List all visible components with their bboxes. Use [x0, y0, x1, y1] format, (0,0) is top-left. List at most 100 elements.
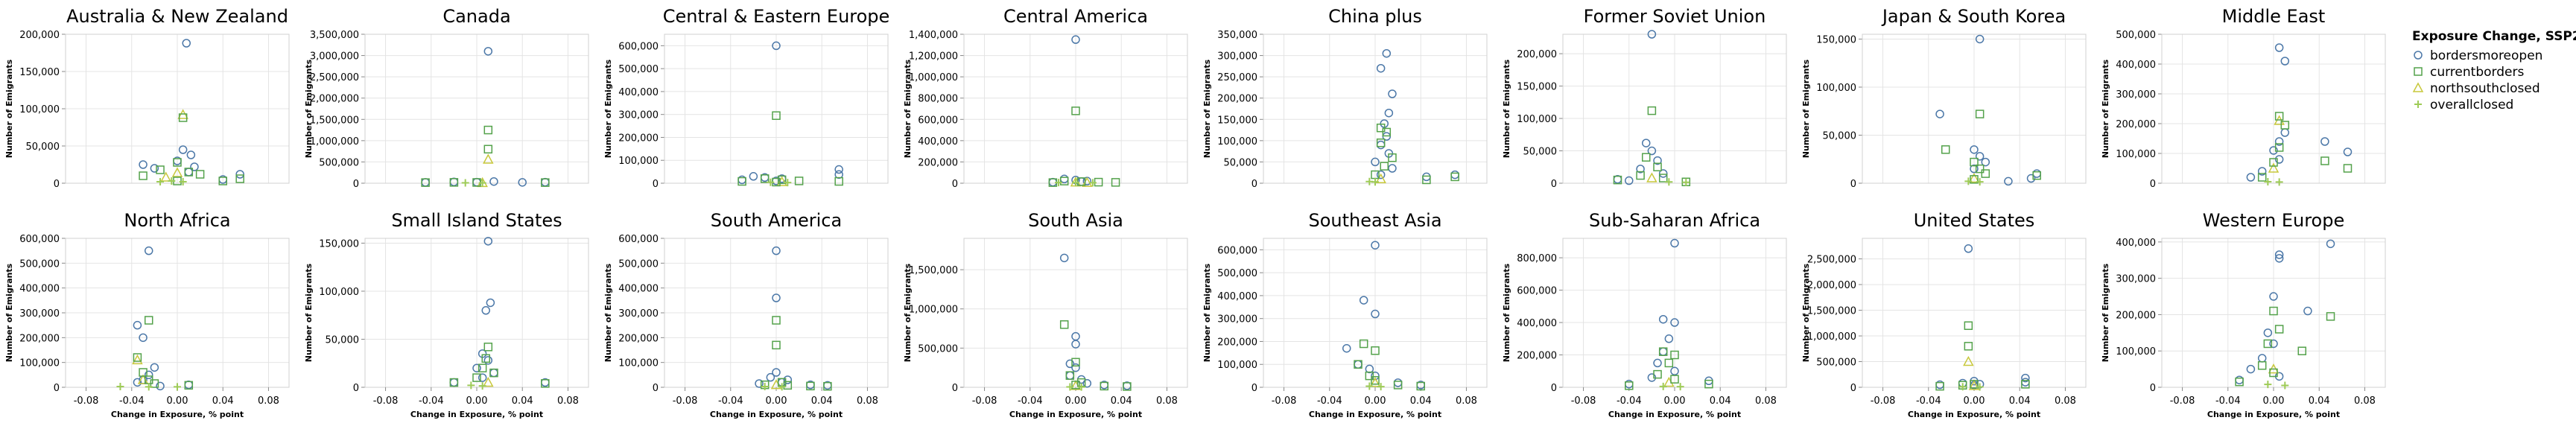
- point-currentborders: [794, 177, 804, 185]
- point-currentborders: [489, 368, 498, 378]
- point-bordersmoreopen: [2269, 292, 2278, 301]
- point-overallclosed: [1088, 179, 1097, 187]
- point-bordersmoreopen: [2257, 354, 2267, 363]
- point-bordersmoreopen: [150, 363, 159, 372]
- panel-small-island-states: Small Island States 0 50,000 100,000 150,000…: [304, 210, 589, 419]
- point-currentborders: [1111, 178, 1120, 187]
- point-bordersmoreopen: [772, 246, 781, 255]
- point-overallclosed: [116, 383, 124, 390]
- point-bordersmoreopen: [1975, 152, 1985, 161]
- y-tick-label: 250,000: [1217, 72, 1257, 83]
- point-northsouthclosed: [160, 171, 171, 182]
- point-bordersmoreopen: [2274, 250, 2284, 259]
- point-bordersmoreopen: [1636, 165, 1645, 174]
- y-tick-label: 2,500,000: [310, 72, 359, 83]
- panel-japan-south-korea: Japan & South Korea 0 50,000 100,000 150,000…: [1801, 6, 2087, 190]
- point-bordersmoreopen: [518, 178, 527, 187]
- point-currentborders: [1658, 174, 1668, 182]
- y-tick-label: 200,000: [1517, 351, 1557, 362]
- point-overallclosed: [1077, 383, 1085, 391]
- panel-title: Central America: [1003, 6, 1148, 27]
- point-bordersmoreopen: [2269, 339, 2278, 349]
- point-currentborders: [1970, 157, 1979, 167]
- y-axis-label: Number of Emigrants: [1801, 59, 1811, 158]
- point-bordersmoreopen: [766, 372, 775, 382]
- legend-marker-currentborders: [2414, 67, 2423, 76]
- point-bordersmoreopen: [2026, 174, 2036, 183]
- point-overallclosed: [145, 383, 153, 391]
- panel-sub-saharan-africa: Sub-Saharan Africa 0 200,000 400,000 600,000…: [1502, 210, 1787, 419]
- point-currentborders: [2274, 143, 2284, 152]
- point-currentborders: [1653, 369, 1662, 379]
- y-tick-label: 0: [2150, 179, 2156, 190]
- point-currentborders: [2032, 171, 2041, 180]
- y-tick-label: 800,000: [1517, 253, 1557, 264]
- point-bordersmoreopen: [1422, 172, 1431, 182]
- point-currentborders: [1641, 153, 1651, 162]
- point-currentborders: [737, 177, 746, 186]
- point-currentborders: [772, 111, 781, 120]
- point-currentborders: [1376, 138, 1386, 147]
- y-tick-label: 400,000: [618, 87, 659, 98]
- y-tick-label: 0: [353, 383, 359, 394]
- point-overallclosed: [1976, 178, 1984, 186]
- point-bordersmoreopen: [2246, 173, 2256, 182]
- point-bordersmoreopen: [2274, 43, 2284, 52]
- y-tick-label: 50,000: [326, 334, 360, 346]
- y-tick-label: 300,000: [1217, 314, 1257, 325]
- y-tick-label: 0: [1551, 383, 1557, 394]
- y-tick-label: 200,000: [1517, 49, 1557, 60]
- panel-central-eastern-europe: Central & Eastern Europe 0 100,000 200,000 3…: [603, 6, 889, 190]
- y-tick-label: 0: [1251, 179, 1257, 190]
- point-northsouthclosed: [1968, 172, 1980, 183]
- x-tick-label: -0.08: [1272, 395, 1297, 407]
- point-overallclosed: [784, 179, 792, 187]
- y-tick-label: 150,000: [19, 67, 60, 78]
- y-tick-label: 3,500,000: [310, 30, 359, 41]
- point-bordersmoreopen: [1670, 366, 1679, 376]
- y-axis-label: Number of Emigrants: [4, 263, 14, 362]
- x-tick-label: 0.00: [1365, 395, 1386, 407]
- y-tick-label: 400,000: [1517, 318, 1557, 329]
- x-tick-label: 0.08: [1156, 395, 1178, 407]
- point-currentborders: [1658, 347, 1668, 356]
- point-currentborders: [834, 177, 843, 186]
- point-overallclosed: [461, 179, 469, 187]
- point-bordersmoreopen: [772, 368, 781, 377]
- x-tick-label: 0.04: [2009, 395, 2031, 407]
- point-overallclosed: [778, 383, 786, 391]
- point-overallclosed: [2281, 381, 2289, 390]
- point-currentborders: [1647, 106, 1657, 115]
- point-currentborders: [1704, 379, 1713, 389]
- legend-marker-bordersmoreopen: [2414, 51, 2423, 60]
- point-currentborders: [1371, 346, 1380, 355]
- panel-title: Australia & New Zealand: [66, 6, 288, 27]
- point-currentborders: [195, 170, 205, 179]
- y-tick-label: 500,000: [1217, 268, 1257, 279]
- panel-title: Western Europe: [2203, 210, 2344, 231]
- panel-title: Japan & South Korea: [1881, 6, 2066, 27]
- point-bordersmoreopen: [144, 246, 153, 255]
- point-bordersmoreopen: [1071, 363, 1080, 372]
- point-currentborders: [483, 343, 493, 352]
- y-axis-label: Number of Emigrants: [903, 59, 913, 158]
- panel-title: United States: [1914, 210, 2035, 231]
- point-currentborders: [1450, 172, 1459, 182]
- point-bordersmoreopen: [2326, 239, 2335, 249]
- point-currentborders: [823, 381, 832, 391]
- point-bordersmoreopen: [2235, 375, 2244, 384]
- point-overallclosed: [1371, 178, 1379, 186]
- point-currentborders: [1422, 175, 1431, 185]
- point-bordersmoreopen: [1376, 170, 1386, 179]
- panel-title: Small Island States: [391, 210, 562, 231]
- panel-title: Middle East: [2222, 6, 2326, 27]
- point-bordersmoreopen: [1065, 359, 1075, 369]
- point-currentborders: [1416, 381, 1425, 391]
- y-axis-label: Number of Emigrants: [2101, 263, 2110, 362]
- y-tick-label: 600,000: [1517, 286, 1557, 297]
- point-overallclosed: [1055, 179, 1063, 187]
- point-currentborders: [2269, 368, 2278, 378]
- point-currentborders: [144, 316, 153, 325]
- point-northsouthclosed: [483, 153, 494, 164]
